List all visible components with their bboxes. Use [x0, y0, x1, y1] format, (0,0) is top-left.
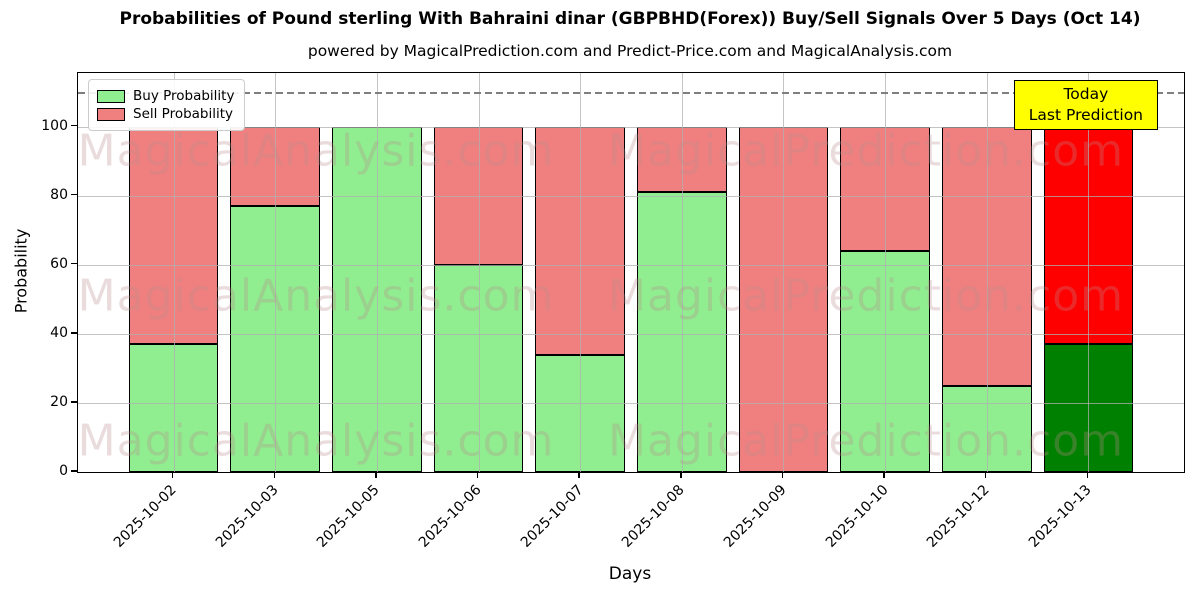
x-tick-mark — [883, 472, 885, 479]
legend-label-buy: Buy Probability — [133, 88, 235, 104]
reference-dashed-line — [78, 92, 1184, 94]
legend: Buy Probability Sell Probability — [88, 79, 246, 131]
annotation-line1: Today — [1063, 85, 1109, 103]
y-tick-mark — [71, 470, 77, 472]
x-tick-mark — [171, 472, 174, 479]
bar-2025-10-08-buy — [637, 192, 727, 472]
today-annotation: Today Last Prediction — [1013, 80, 1158, 130]
x-tick-mark — [578, 472, 580, 479]
y-tick-mark — [71, 193, 77, 196]
buy-probability-swatch — [97, 89, 125, 103]
legend-item-buy: Buy Probability — [97, 88, 234, 104]
bar-2025-10-09-sell — [738, 126, 829, 472]
bar-2025-10-12-buy — [942, 385, 1032, 472]
x-tick-mark — [781, 472, 784, 479]
plot-area: MagicalAnalysis.com MagicalPrediction.com… — [77, 72, 1185, 473]
bar-2025-10-03-buy — [230, 206, 320, 472]
bar-2025-10-13-buy — [1043, 344, 1134, 472]
x-tick-mark — [375, 472, 377, 479]
bar-2025-10-02-buy — [128, 344, 219, 472]
x-tick-mark — [476, 472, 479, 479]
sell-probability-swatch — [97, 107, 125, 121]
y-tick-label: 80 — [50, 186, 68, 203]
y-tick-label: 60 — [50, 255, 68, 272]
chart-subtitle: powered by MagicalPrediction.com and Pre… — [307, 42, 953, 60]
y-tick-label: 40 — [50, 324, 68, 341]
x-tick-mark — [1086, 472, 1089, 479]
annotation-line2: Last Prediction — [1028, 106, 1143, 124]
y-tick-mark — [71, 263, 77, 265]
bar-2025-10-13-sell — [1043, 126, 1134, 345]
x-axis-label: Days — [608, 564, 652, 584]
bar-2025-10-07-buy — [535, 354, 625, 472]
bars-layer — [78, 73, 1184, 472]
bar-2025-10-08-sell — [637, 126, 727, 193]
bar-2025-10-10-sell — [840, 126, 930, 251]
y-tick-mark — [71, 124, 77, 127]
chart-title: Probabilities of Pound sterling With Bah… — [119, 9, 1141, 29]
x-tick-mark — [680, 472, 682, 479]
y-tick-label: 100 — [41, 117, 68, 134]
bar-2025-10-02-sell — [128, 126, 219, 345]
y-tick-mark — [71, 332, 77, 334]
bar-2025-10-06-sell — [433, 126, 524, 265]
bar-2025-10-05-buy — [332, 126, 422, 472]
legend-item-sell: Sell Probability — [97, 106, 234, 122]
bar-2025-10-12-sell — [942, 126, 1032, 386]
y-tick-mark — [71, 401, 77, 403]
bar-2025-10-10-buy — [840, 250, 930, 472]
y-tick-label: 0 — [59, 463, 68, 479]
bar-2025-10-06-buy — [433, 264, 524, 472]
x-tick-mark — [273, 472, 275, 479]
y-tick-label: 20 — [50, 393, 68, 410]
bar-2025-10-07-sell — [535, 126, 625, 355]
bar-2025-10-03-sell — [230, 126, 320, 207]
x-tick-mark — [985, 472, 987, 479]
legend-label-sell: Sell Probability — [133, 106, 234, 122]
